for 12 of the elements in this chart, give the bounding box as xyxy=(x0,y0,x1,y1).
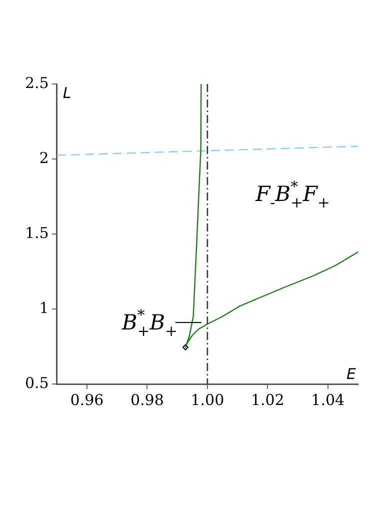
y-tick-label: 2 xyxy=(39,148,49,167)
y-tick-label: 2.5 xyxy=(24,74,49,92)
x-tick-label: 1.02 xyxy=(250,390,284,409)
x-axis-title: E xyxy=(346,365,357,383)
x-tick-label: 1.04 xyxy=(311,390,345,409)
y-tick-label: 0.5 xyxy=(24,374,49,392)
x-tick-label: 0.98 xyxy=(130,390,164,409)
x-tick-label: 1.00 xyxy=(190,390,224,409)
y-axis-title: L xyxy=(62,84,72,102)
x-tick-label: 0.96 xyxy=(70,390,104,409)
y-tick-label: 1 xyxy=(39,298,49,317)
y-tick-label: 1.5 xyxy=(24,224,49,242)
